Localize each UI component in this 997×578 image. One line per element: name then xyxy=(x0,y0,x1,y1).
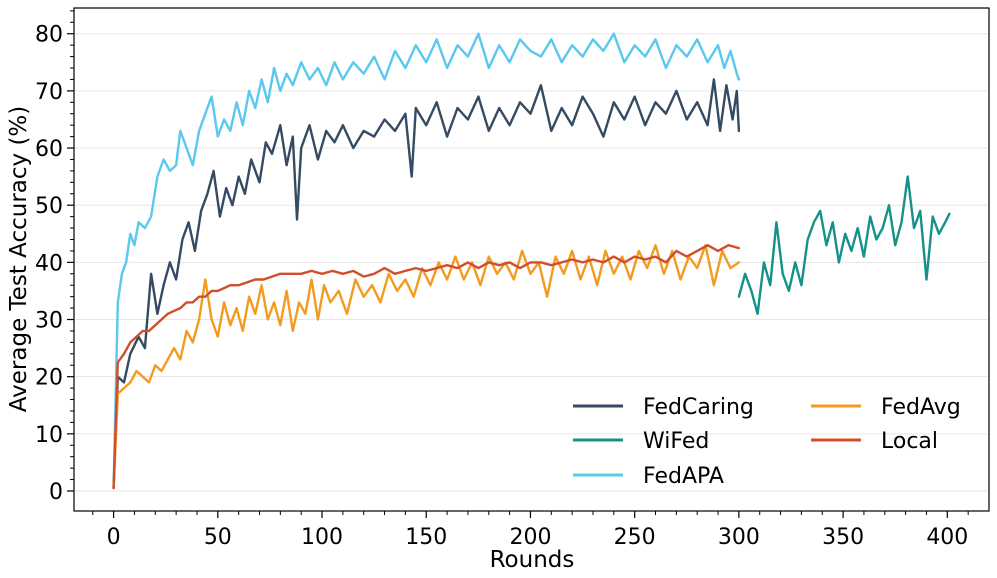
x-tick-label: 200 xyxy=(509,525,551,550)
series-line-fedcaring xyxy=(112,78,741,490)
series-line-wifed xyxy=(737,175,951,315)
x-tick-label: 350 xyxy=(822,525,864,550)
legend: FedCaring WiFed FedAPA FedAvg Local xyxy=(573,395,961,489)
legend-label-fedapa: FedAPA xyxy=(643,464,724,489)
x-tick-label: 150 xyxy=(405,525,447,550)
grid-lines xyxy=(74,33,989,492)
y-tick-label: 30 xyxy=(35,309,63,334)
series-line-local xyxy=(112,243,741,490)
y-tick-label: 20 xyxy=(35,366,63,391)
x-tick-label: 100 xyxy=(301,525,343,550)
legend-label-local: Local xyxy=(881,429,938,454)
axis-ticks: 0 10 20 30 40 50 60 70 80 0 50 100 150 200 250 300 350 40… xyxy=(35,10,969,550)
plot-frame xyxy=(73,7,990,512)
y-tick-label: 50 xyxy=(35,194,63,219)
legend-label-fedavg: FedAvg xyxy=(881,395,961,420)
y-tick-label: 0 xyxy=(49,480,63,505)
x-tick-label: 50 xyxy=(204,525,232,550)
y-tick-label: 40 xyxy=(35,251,63,276)
x-tick-label: 400 xyxy=(926,525,968,550)
series-lines xyxy=(112,32,951,490)
y-tick-label: 10 xyxy=(35,423,63,448)
series-line-fedavg xyxy=(112,243,741,490)
y-tick-label: 60 xyxy=(35,137,63,162)
x-tick-label: 250 xyxy=(614,525,656,550)
x-tick-label: 300 xyxy=(718,525,760,550)
series-line-fedapa xyxy=(112,32,741,490)
x-tick-label: 0 xyxy=(107,525,121,550)
legend-label-wifed: WiFed xyxy=(643,429,709,454)
y-axis-label: Average Test Accuracy (%) xyxy=(6,106,32,412)
x-axis-label: Rounds xyxy=(490,547,575,573)
y-tick-label: 70 xyxy=(35,80,63,105)
legend-label-fedcaring: FedCaring xyxy=(643,395,754,420)
y-tick-label: 80 xyxy=(35,23,63,48)
